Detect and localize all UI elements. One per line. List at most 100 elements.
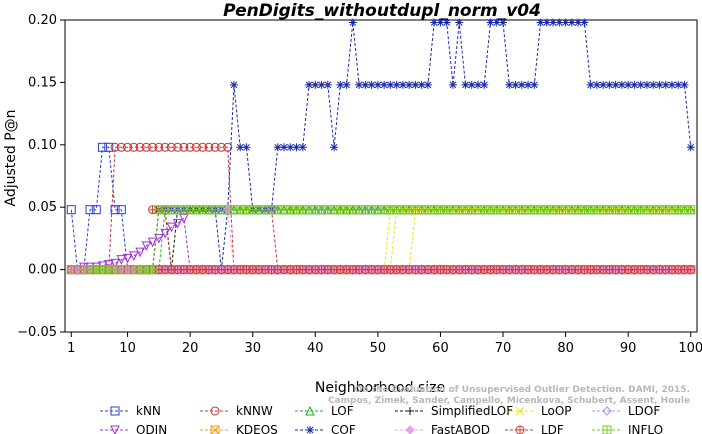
legend-label: COF [331,423,356,434]
data-point-knnw [166,142,176,152]
data-point-cof [317,80,326,89]
legend-label: LDF [541,423,564,434]
data-point-knnw [210,142,220,152]
data-point-cof [642,80,651,89]
data-point-odin [141,241,152,252]
data-point-knn [98,142,108,152]
data-point-cof [667,80,676,89]
series-lof [66,204,696,275]
legend-swatch-marker [110,406,120,416]
watermark-line: On the Evaluation of Unsupervised Outlie… [355,385,690,395]
legend-item-cof: COF [295,423,356,434]
x-tick-label: 50 [370,341,387,356]
data-point-cof [492,18,501,27]
data-point-cof [574,18,583,27]
data-point-cof [405,80,414,89]
data-point-odin [147,237,158,248]
data-point-knnw [173,142,183,152]
data-point-knnw [216,142,226,152]
data-point-knn [91,205,101,215]
data-point-cof [336,80,345,89]
legend-item-lof: LOF [295,404,354,418]
data-point-knnw [116,142,126,152]
series-line-odin [71,217,691,271]
series-line-cof [214,209,229,270]
data-point-odin [172,218,183,229]
x-tick-label: 1 [67,341,75,356]
plot-frame [64,19,698,333]
data-point-inflo [148,265,158,275]
y-tick-label: 0.15 [28,75,57,90]
data-point-cof [636,80,645,89]
data-point-cof [517,80,526,89]
legend-item-loop: LoOP [505,404,572,418]
y-tick-label: 0.20 [28,13,57,28]
series-loop [66,205,696,274]
data-point-cof [555,18,564,27]
data-point-knnw [135,142,145,152]
y-axis: −0.05 0.00 0.05 0.10 0.15 0.20 [17,13,65,340]
data-point-knnw [123,142,133,152]
data-point-knnw [223,142,233,152]
data-point-cof [229,80,238,89]
series-line-lof [71,209,691,271]
data-point-cof [330,143,339,152]
data-point-odin [122,253,133,264]
data-point-cof [617,80,626,89]
data-point-cof [411,80,420,89]
data-point-odin [179,213,189,224]
data-point-cof [630,80,639,89]
data-point-cof [442,18,451,27]
legend-item-simplifiedlof: SimplifiedLOF [395,404,513,418]
legend-label: KDEOS [236,423,278,434]
legend-label: kNN [136,404,161,418]
data-point-inflo [686,205,696,215]
data-point-knnw [191,142,201,152]
data-point-cof [436,18,445,27]
y-tick-label: 0.00 [28,263,57,278]
data-point-cof [286,143,295,152]
data-point-cof [461,80,470,89]
data-point-cof [561,18,570,27]
data-point-cof [417,80,426,89]
data-point-cof [311,80,320,89]
legend-label: kNNW [236,404,273,418]
data-point-cof [430,18,439,27]
data-point-cof [611,80,620,89]
series-line-loop [383,209,391,270]
legend-label: LoOP [541,404,572,418]
data-point-knnw [129,142,139,152]
data-point-cof [486,18,495,27]
data-point-cof [480,80,489,89]
x-tick-label: 100 [678,341,702,356]
data-point-knn [104,142,114,152]
legend-item-ldf: LDF [505,423,564,434]
data-point-cof [592,80,601,89]
data-point-cof [367,80,376,89]
legend-label: LOF [331,404,354,418]
data-point-cof [655,80,664,89]
x-tick-label: 20 [182,341,199,356]
series-simplifiedlof [67,205,695,274]
chart-title: PenDigits_withoutdupl_norm_v04 [223,1,541,21]
data-point-cof [511,80,520,89]
watermark-line: Campos, Zimek, Sander, Campello, Micenko… [328,396,690,406]
data-point-ldf [686,265,696,275]
data-point-cof [680,80,689,89]
legend-item-knnw: kNNW [200,404,273,418]
series-line-loop [408,209,416,270]
legend-swatch-marker [306,426,314,434]
data-point-ldf [166,265,176,275]
legend-swatch-marker [602,425,612,434]
plot-area: −0.05 0.00 0.05 0.10 0.15 0.20 1 10 20 30 40 50 60 7… [17,13,702,356]
series-odin [66,213,696,275]
data-point-odin [166,222,177,233]
data-point-cof [361,80,370,89]
data-point-knnw [204,142,214,152]
x-tick-label: 10 [119,341,136,356]
x-tick-label: 90 [620,341,637,356]
legend-item-inflo: INFLO [592,423,663,434]
data-point-cof [586,80,595,89]
series-inflo [66,205,696,275]
data-point-cof [355,80,364,89]
